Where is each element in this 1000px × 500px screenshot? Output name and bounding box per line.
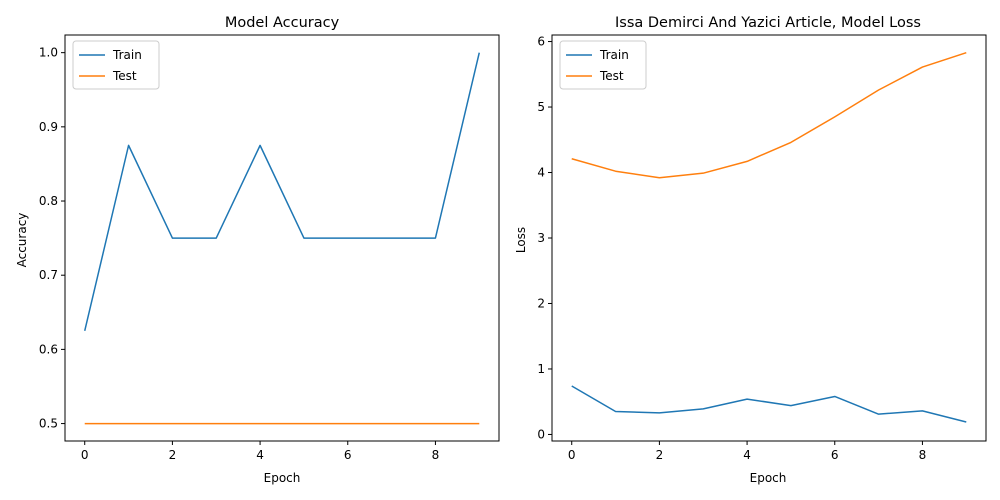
legend-label-train: Train (599, 48, 629, 62)
y-tick-label: 5 (537, 100, 545, 114)
x-tick-label: 4 (256, 448, 264, 462)
x-tick-label: 2 (656, 448, 664, 462)
series-line-train (84, 52, 480, 332)
y-axis-label: Loss (514, 227, 528, 253)
plot-frame (64, 34, 500, 442)
chart-title: Model Accuracy (225, 15, 340, 31)
x-tick-label: 8 (919, 448, 927, 462)
x-tick-label: 6 (344, 448, 352, 462)
x-tick-label: 0 (568, 448, 576, 462)
x-tick-label: 0 (81, 448, 89, 462)
y-tick-label: 3 (537, 231, 545, 245)
tick-group: 0 2 4 6 8 0.5 0.6 0.7 0.8 0.9 1.0 (39, 46, 439, 462)
y-tick-label: 2 (537, 296, 545, 310)
y-tick-label: 1.0 (39, 46, 58, 60)
x-tick-label: 6 (831, 448, 839, 462)
x-tick-label: 4 (743, 448, 751, 462)
y-tick-label: 0.9 (39, 120, 58, 134)
y-tick-label: 0.8 (39, 194, 58, 208)
x-tick-label: 8 (432, 448, 440, 462)
y-tick-label: 0 (537, 427, 545, 441)
y-tick-label: 0.6 (39, 342, 58, 356)
accuracy-subplot: Model Accuracy Epoch Accuracy 0 2 4 6 8 0.5 0.… (15, 15, 500, 485)
tick-group: 0 2 4 6 8 0 1 2 3 4 5 6 (537, 35, 926, 462)
chart-title: Issa Demirci And Yazici Article, Model L… (615, 15, 921, 31)
series-line-train (571, 385, 967, 423)
y-tick-label: 1 (537, 362, 545, 376)
legend-box (72, 40, 160, 90)
legend-label-test: Test (599, 69, 624, 83)
y-tick-label: 6 (537, 35, 545, 49)
loss-subplot: Issa Demirci And Yazici Article, Model L… (514, 15, 987, 485)
x-axis-label: Epoch (750, 471, 787, 485)
plot-frame (551, 34, 987, 442)
legend-label-test: Test (112, 69, 137, 83)
series-group (84, 52, 480, 425)
legend-box (559, 40, 647, 90)
x-tick-label: 2 (169, 448, 177, 462)
series-group (571, 51, 967, 423)
y-tick-label: 0.5 (39, 417, 58, 431)
series-line-test (571, 51, 967, 179)
y-tick-label: 0.7 (39, 268, 58, 282)
x-axis-label: Epoch (264, 471, 301, 485)
y-tick-label: 4 (537, 166, 545, 180)
legend: Train Test (72, 40, 160, 90)
y-axis-label: Accuracy (15, 213, 29, 268)
legend: Train Test (559, 40, 647, 90)
legend-label-train: Train (112, 48, 142, 62)
